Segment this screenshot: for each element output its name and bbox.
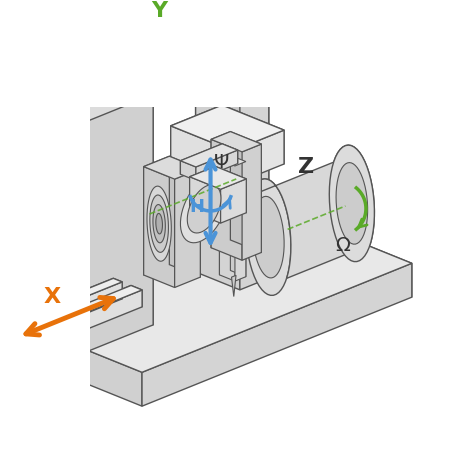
Polygon shape	[0, 0, 167, 79]
Polygon shape	[147, 186, 171, 261]
Polygon shape	[250, 145, 374, 279]
Polygon shape	[171, 105, 222, 160]
Polygon shape	[27, 307, 84, 364]
Polygon shape	[253, 196, 284, 278]
Polygon shape	[174, 169, 201, 288]
Polygon shape	[0, 295, 55, 352]
Polygon shape	[0, 45, 89, 121]
Polygon shape	[171, 126, 233, 185]
Text: Y: Y	[151, 1, 167, 21]
Polygon shape	[257, 201, 412, 297]
Polygon shape	[0, 278, 122, 329]
Polygon shape	[230, 155, 246, 277]
Polygon shape	[240, 48, 269, 290]
Polygon shape	[329, 145, 374, 262]
Polygon shape	[196, 42, 240, 290]
Polygon shape	[144, 156, 169, 275]
Polygon shape	[89, 14, 269, 121]
Text: Z: Z	[298, 157, 314, 177]
Polygon shape	[211, 140, 242, 260]
Polygon shape	[231, 275, 236, 297]
Polygon shape	[233, 130, 284, 185]
Polygon shape	[89, 74, 153, 351]
Polygon shape	[211, 131, 261, 152]
Polygon shape	[187, 185, 221, 233]
Polygon shape	[196, 150, 237, 181]
Polygon shape	[196, 30, 269, 60]
Polygon shape	[113, 278, 122, 299]
Polygon shape	[150, 195, 168, 253]
Polygon shape	[0, 325, 7, 346]
Polygon shape	[235, 162, 246, 281]
Polygon shape	[222, 144, 237, 164]
Polygon shape	[156, 213, 163, 234]
Polygon shape	[211, 131, 230, 248]
Polygon shape	[181, 175, 228, 243]
Polygon shape	[144, 156, 201, 179]
Polygon shape	[0, 201, 257, 343]
Polygon shape	[167, 0, 269, 48]
Polygon shape	[15, 332, 27, 354]
Polygon shape	[15, 286, 142, 337]
Text: Ψ: Ψ	[214, 153, 229, 172]
Polygon shape	[219, 155, 246, 166]
Polygon shape	[190, 166, 246, 189]
Polygon shape	[131, 286, 142, 307]
Polygon shape	[0, 295, 84, 330]
Polygon shape	[0, 318, 27, 364]
Polygon shape	[0, 201, 412, 372]
Polygon shape	[220, 179, 246, 223]
Polygon shape	[181, 161, 196, 181]
Polygon shape	[181, 144, 222, 174]
Polygon shape	[0, 278, 113, 342]
Polygon shape	[171, 105, 284, 151]
Polygon shape	[0, 310, 142, 406]
Polygon shape	[181, 144, 237, 167]
Polygon shape	[0, 0, 269, 87]
Polygon shape	[0, 59, 89, 351]
Polygon shape	[219, 155, 230, 275]
Polygon shape	[0, 33, 51, 310]
Polygon shape	[336, 163, 368, 244]
Polygon shape	[230, 131, 261, 253]
Polygon shape	[15, 286, 131, 349]
Polygon shape	[222, 105, 284, 164]
Polygon shape	[27, 290, 142, 354]
Polygon shape	[144, 166, 174, 288]
Text: Ω: Ω	[336, 236, 350, 255]
Polygon shape	[215, 166, 246, 213]
Polygon shape	[142, 263, 412, 406]
Polygon shape	[51, 33, 153, 325]
Text: X: X	[44, 287, 61, 307]
Polygon shape	[153, 204, 165, 243]
Polygon shape	[196, 30, 225, 272]
Polygon shape	[55, 295, 84, 341]
Polygon shape	[7, 282, 122, 346]
Polygon shape	[219, 160, 235, 281]
Polygon shape	[242, 144, 261, 260]
Polygon shape	[190, 166, 215, 210]
Polygon shape	[246, 179, 291, 295]
Polygon shape	[190, 177, 220, 223]
Polygon shape	[225, 30, 269, 278]
Text: H: H	[189, 198, 204, 216]
Polygon shape	[0, 33, 153, 100]
Polygon shape	[169, 156, 201, 277]
